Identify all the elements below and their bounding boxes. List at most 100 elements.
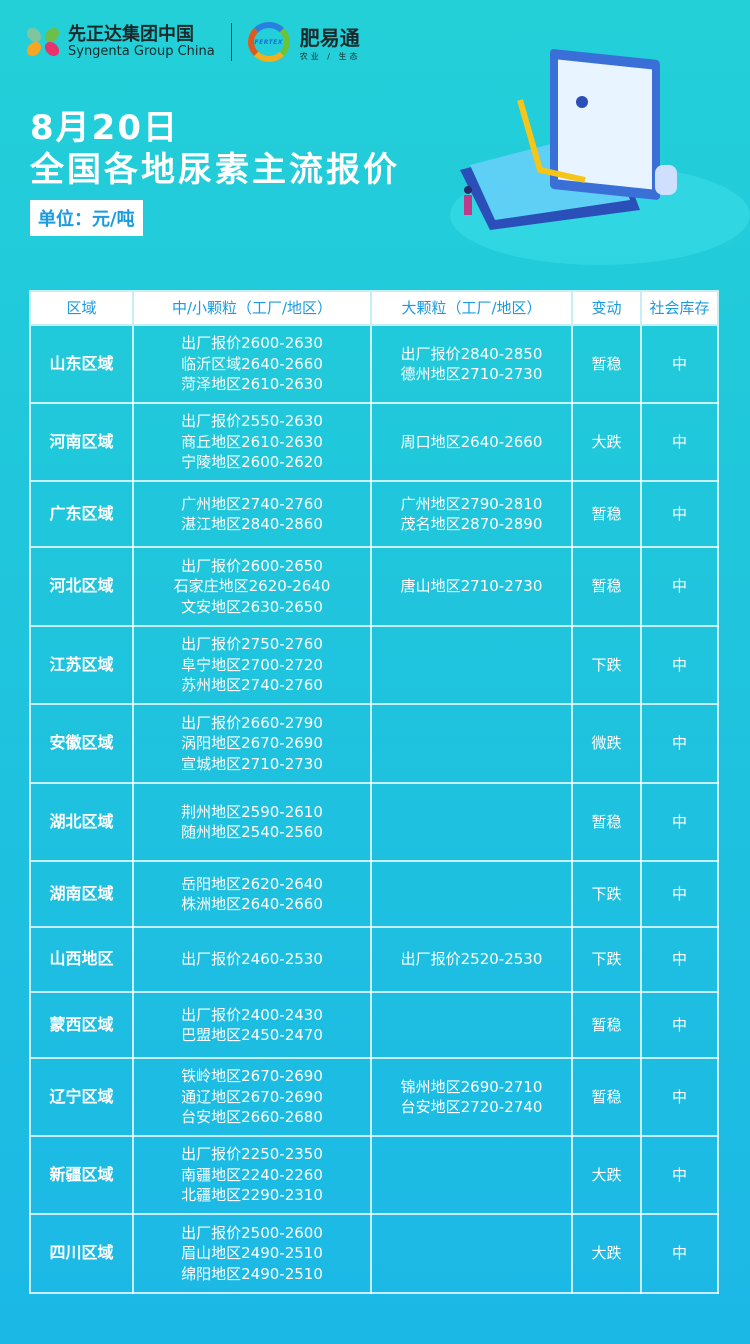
col-large: 大颗粒（工厂/地区） bbox=[370, 290, 573, 326]
price-entry: 出厂报价2600-2630 bbox=[181, 334, 323, 353]
price-entry: 德州地区2710-2730 bbox=[400, 365, 543, 383]
change-cell: 微跌 bbox=[571, 703, 642, 784]
change-cell: 暂稳 bbox=[571, 782, 642, 862]
table-row: 江苏区域 出厂报价2750-2760 阜宁地区2700-2720 苏州地区2740-2… bbox=[29, 625, 719, 705]
col-small: 中/小颗粒（工厂/地区） bbox=[132, 290, 372, 326]
table-row: 安徽区域 出厂报价2660-2790 涡阳地区2670-2690 宣城地区2710-2… bbox=[29, 703, 719, 784]
table-row: 四川区域 出厂报价2500-2600 眉山地区2490-2510 绵阳地区2490-2… bbox=[29, 1213, 719, 1294]
region-cell: 江苏区域 bbox=[29, 625, 134, 705]
large-granule-cell bbox=[370, 860, 573, 928]
price-entry: 眉山地区2490-2510 bbox=[181, 1244, 323, 1263]
price-entry: 茂名地区2870-2890 bbox=[400, 515, 543, 533]
col-stock: 社会库存 bbox=[640, 290, 719, 326]
small-granule-cell: 出厂报价2550-2630 商丘地区2610-2630 宁陵地区2600-2620 bbox=[132, 402, 372, 482]
change-cell: 大跌 bbox=[571, 1135, 642, 1215]
small-granule-cell: 出厂报价2600-2650 石家庄地区2620-2640 文安地区2630-2650 bbox=[132, 546, 372, 627]
price-entry: 随州地区2540-2560 bbox=[181, 823, 323, 841]
price-entry: 铁岭地区2670-2690 bbox=[181, 1067, 323, 1086]
change-cell: 暂稳 bbox=[571, 480, 642, 548]
change-cell: 下跌 bbox=[571, 926, 642, 993]
partner-sub: 农业 / 生态 bbox=[299, 52, 361, 61]
region-cell: 四川区域 bbox=[29, 1213, 134, 1294]
large-granule-cell bbox=[370, 1213, 573, 1294]
price-entry: 涡阳地区2670-2690 bbox=[181, 734, 323, 753]
price-entry: 出厂报价2520-2530 bbox=[400, 950, 543, 969]
stock-cell: 中 bbox=[640, 1135, 719, 1215]
large-granule-cell: 广州地区2790-2810 茂名地区2870-2890 bbox=[370, 480, 573, 548]
price-entry: 岳阳地区2620-2640 bbox=[181, 874, 323, 893]
change-cell: 下跌 bbox=[571, 625, 642, 705]
large-granule-cell: 周口地区2640-2660 bbox=[370, 402, 573, 482]
price-entry: 宣城地区2710-2730 bbox=[181, 754, 323, 773]
table-row: 蒙西区域 出厂报价2400-2430 巴盟地区2450-2470 暂稳中 bbox=[29, 991, 719, 1059]
change-cell: 大跌 bbox=[571, 402, 642, 482]
divider bbox=[230, 23, 232, 61]
table-row: 湖北区域 荆州地区2590-2610 随州地区2540-2560 暂稳中 bbox=[29, 782, 719, 862]
price-entry: 苏州地区2740-2760 bbox=[181, 676, 323, 695]
price-entry: 南疆地区2240-2260 bbox=[181, 1165, 323, 1184]
region-cell: 河北区域 bbox=[29, 546, 134, 627]
price-entry: 出厂报价2400-2430 bbox=[181, 1005, 323, 1024]
change-cell: 暂稳 bbox=[571, 991, 642, 1059]
price-entry: 临沂区域2640-2660 bbox=[181, 354, 323, 373]
stock-cell: 中 bbox=[640, 926, 719, 993]
unit-label: 单位：元/吨 bbox=[30, 200, 143, 236]
stock-cell: 中 bbox=[640, 782, 719, 862]
table-row: 广东区域 广州地区2740-2760 湛江地区2840-2860 广州地区2790-2… bbox=[29, 480, 719, 548]
dashboard-illustration bbox=[450, 49, 750, 265]
price-entry: 出厂报价2250-2350 bbox=[181, 1145, 323, 1164]
table-row: 山西地区 出厂报价2460-2530 出厂报价2520-2530 下跌中 bbox=[29, 926, 719, 993]
table-row: 辽宁区域 铁岭地区2670-2690 通辽地区2670-2690 台安地区2660-2… bbox=[29, 1057, 719, 1137]
table-row: 河北区域 出厂报价2600-2650 石家庄地区2620-2640 文安地区2630-… bbox=[29, 546, 719, 627]
small-granule-cell: 出厂报价2250-2350 南疆地区2240-2260 北疆地区2290-2310 bbox=[132, 1135, 372, 1215]
small-granule-cell: 出厂报价2460-2530 bbox=[132, 926, 372, 993]
price-entry: 湛江地区2840-2860 bbox=[181, 515, 323, 533]
col-change: 变动 bbox=[571, 290, 642, 326]
change-cell: 下跌 bbox=[571, 860, 642, 928]
change-cell: 暂稳 bbox=[571, 1057, 642, 1137]
price-entry: 文安地区2630-2650 bbox=[181, 597, 323, 616]
price-entry: 商丘地区2610-2630 bbox=[181, 432, 323, 451]
price-entry: 绵阳地区2490-2510 bbox=[181, 1264, 323, 1283]
price-entry: 石家庄地区2620-2640 bbox=[173, 577, 331, 596]
large-granule-cell bbox=[370, 991, 573, 1059]
stock-cell: 中 bbox=[640, 703, 719, 784]
page-title: 全国各地尿素主流报价 bbox=[30, 150, 400, 190]
price-entry: 出厂报价2600-2650 bbox=[181, 556, 323, 575]
large-granule-cell bbox=[370, 782, 573, 862]
table-row: 河南区域 出厂报价2550-2630 商丘地区2610-2630 宁陵地区2600-2… bbox=[29, 402, 719, 482]
large-granule-cell: 锦州地区2690-2710 台安地区2720-2740 bbox=[370, 1057, 573, 1137]
price-entry: 株洲地区2640-2660 bbox=[181, 895, 323, 913]
region-cell: 广东区域 bbox=[29, 480, 134, 548]
stock-cell: 中 bbox=[640, 625, 719, 705]
small-granule-cell: 荆州地区2590-2610 随州地区2540-2560 bbox=[132, 782, 372, 862]
price-entry: 广州地区2790-2810 bbox=[400, 494, 543, 513]
table-header: 区域 中/小颗粒（工厂/地区） 大颗粒（工厂/地区） 变动 社会库存 bbox=[29, 290, 719, 326]
price-entry: 出厂报价2550-2630 bbox=[181, 412, 323, 431]
region-cell: 河南区域 bbox=[29, 402, 134, 482]
small-granule-cell: 出厂报价2500-2600 眉山地区2490-2510 绵阳地区2490-2510 bbox=[132, 1213, 372, 1294]
table-row: 湖南区域 岳阳地区2620-2640 株洲地区2640-2660 下跌中 bbox=[29, 860, 719, 928]
price-entry: 广州地区2740-2760 bbox=[181, 494, 323, 513]
small-granule-cell: 出厂报价2600-2630 临沂区域2640-2660 菏泽地区2610-2630 bbox=[132, 324, 372, 404]
col-region: 区域 bbox=[29, 290, 134, 326]
region-cell: 安徽区域 bbox=[29, 703, 134, 784]
small-granule-cell: 铁岭地区2670-2690 通辽地区2670-2690 台安地区2660-2680 bbox=[132, 1057, 372, 1137]
large-granule-cell: 出厂报价2520-2530 bbox=[370, 926, 573, 993]
price-entry: 出厂报价2460-2530 bbox=[181, 950, 323, 969]
region-cell: 山东区域 bbox=[29, 324, 134, 404]
price-entry: 唐山地区2710-2730 bbox=[400, 577, 543, 596]
small-granule-cell: 出厂报价2660-2790 涡阳地区2670-2690 宣城地区2710-2730 bbox=[132, 703, 372, 784]
large-granule-cell bbox=[370, 625, 573, 705]
small-granule-cell: 出厂报价2750-2760 阜宁地区2700-2720 苏州地区2740-2760 bbox=[132, 625, 372, 705]
stock-cell: 中 bbox=[640, 1057, 719, 1137]
price-entry: 阜宁地区2700-2720 bbox=[181, 655, 323, 674]
price-entry: 锦州地区2690-2710 bbox=[400, 1077, 543, 1096]
small-granule-cell: 出厂报价2400-2430 巴盟地区2450-2470 bbox=[132, 991, 372, 1059]
large-granule-cell bbox=[370, 1135, 573, 1215]
partner-cn: 肥易通 bbox=[299, 26, 360, 50]
logo-bar: 先正达集团中国 Syngenta Group China FERTEX 肥易通 … bbox=[24, 22, 361, 62]
change-cell: 暂稳 bbox=[571, 546, 642, 627]
price-entry: 出厂报价2660-2790 bbox=[181, 713, 323, 732]
brand-cn: 先正达集团中国 bbox=[68, 24, 194, 45]
